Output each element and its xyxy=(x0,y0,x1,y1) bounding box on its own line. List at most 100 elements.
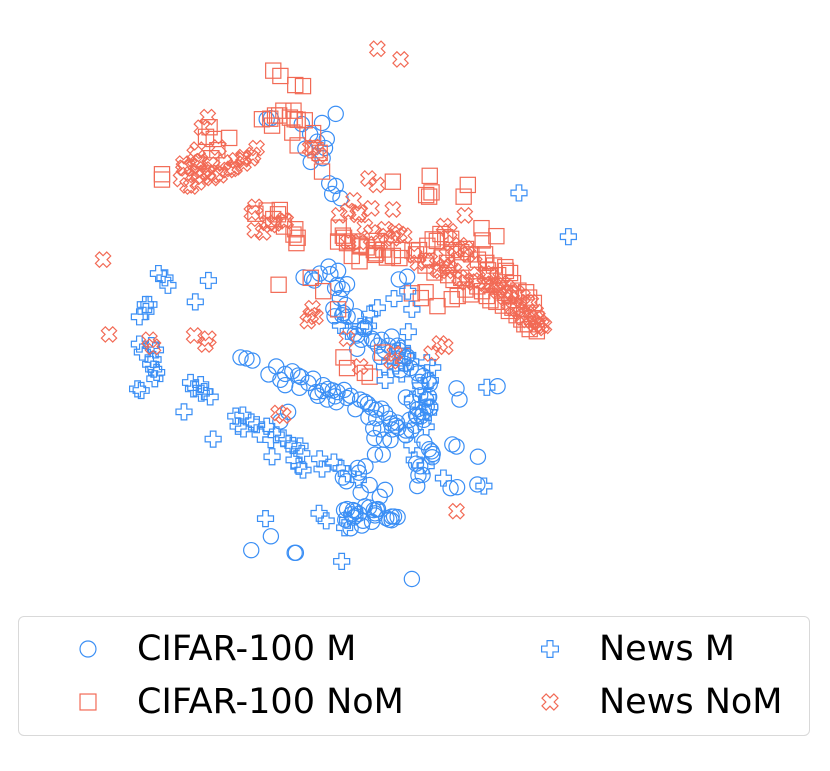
cifar-m-point xyxy=(338,389,356,407)
news-nom-point xyxy=(262,216,280,234)
news-nom-point xyxy=(392,50,410,68)
news-nom-point xyxy=(526,315,544,333)
circle-legend-marker xyxy=(79,640,97,658)
cifar-m-point xyxy=(376,404,394,422)
news-nom-point xyxy=(436,338,454,356)
news-nom-point xyxy=(339,233,357,251)
cifar-m-point xyxy=(327,105,344,123)
news-nom-point xyxy=(310,146,328,164)
cifar-m-point xyxy=(334,469,352,486)
cifar-m-point xyxy=(232,349,249,366)
news-nom-point xyxy=(351,357,369,375)
news-m-point xyxy=(310,504,328,522)
cifar-m-point xyxy=(286,544,303,562)
news-nom-point xyxy=(359,170,377,187)
news-nom-point xyxy=(378,227,396,245)
news-m-point xyxy=(385,290,403,308)
cifar-nom-point xyxy=(329,233,347,250)
cifar-nom-point xyxy=(294,77,312,95)
news-m-point xyxy=(130,335,148,353)
news-nom-point xyxy=(448,502,465,520)
news-nom-point xyxy=(305,138,323,156)
news-m-point xyxy=(412,377,430,395)
cifar-m-point xyxy=(365,333,383,350)
news-nom-point xyxy=(417,252,435,270)
news-nom-point xyxy=(436,257,454,275)
news-m-point xyxy=(290,457,308,475)
cifar-m-point-group xyxy=(232,105,506,588)
x-legend-marker xyxy=(541,693,559,711)
cifar-m-point xyxy=(448,478,466,496)
news-m-point xyxy=(403,390,422,408)
news-nom-point xyxy=(395,227,413,245)
news-m-point xyxy=(256,510,275,528)
news-m-point xyxy=(313,460,331,478)
cifar-m-point xyxy=(243,541,260,559)
news-nom-point xyxy=(493,274,511,292)
cifar-m-point xyxy=(451,391,468,408)
cifar-m-point xyxy=(373,400,390,417)
cifar-nom-point xyxy=(497,262,515,280)
cifar-nom-point xyxy=(287,221,304,238)
news-nom-point xyxy=(339,202,357,220)
news-m-point xyxy=(291,437,309,455)
news-nom-point xyxy=(338,330,356,348)
legend-item-news-m: News M xyxy=(527,624,735,674)
news-m-point xyxy=(145,360,163,378)
news-m-point xyxy=(403,436,421,454)
cifar-m-point xyxy=(353,331,370,348)
cifar-m-point xyxy=(357,458,374,475)
news-m-point xyxy=(130,308,148,326)
news-nom-point xyxy=(179,176,197,194)
news-nom-point xyxy=(362,223,380,241)
news-m-point xyxy=(227,407,245,425)
news-nom-point xyxy=(246,198,264,216)
cifar-m-point xyxy=(316,139,334,157)
news-m-point xyxy=(274,429,292,447)
news-nom-point xyxy=(496,288,514,306)
legend-label-cifar-m: CIFAR-100 M xyxy=(137,629,357,669)
legend-item-cifar-m: CIFAR-100 M xyxy=(65,624,356,674)
cifar-m-point xyxy=(409,477,426,495)
news-m-point xyxy=(417,418,435,436)
cifar-nom-point xyxy=(449,287,466,305)
cifar-m-point xyxy=(406,417,424,434)
cifar-m-point xyxy=(328,394,345,411)
news-nom-point xyxy=(304,299,322,317)
cifar-nom-point xyxy=(351,253,368,270)
cifar-nom-point xyxy=(437,229,454,246)
news-m-point xyxy=(359,317,378,335)
news-nom-point xyxy=(405,246,423,264)
news-nom-point xyxy=(223,160,241,178)
cifar-m-point xyxy=(342,520,359,537)
news-nom-point xyxy=(446,240,464,258)
news-m-point xyxy=(192,376,210,394)
cifar-nom-point xyxy=(313,163,331,180)
cifar-nom-point xyxy=(429,297,446,315)
cifar-nom-point xyxy=(455,188,472,205)
cifar-m-point xyxy=(414,466,431,484)
news-nom-point xyxy=(371,234,389,252)
cifar-m-point xyxy=(371,488,388,505)
cifar-m-point xyxy=(381,511,398,528)
news-m-point xyxy=(263,448,281,466)
cifar-m-point xyxy=(329,276,346,293)
news-nom-point xyxy=(451,236,469,254)
news-nom-point xyxy=(508,284,526,302)
news-nom-point xyxy=(246,221,264,239)
news-nom-point xyxy=(349,206,367,224)
news-m-point xyxy=(247,416,266,434)
news-m-point xyxy=(136,295,154,314)
cifar-nom-point xyxy=(270,276,287,293)
cifar-nom-point xyxy=(412,289,430,307)
cifar-m-point xyxy=(348,340,366,358)
news-nom-point xyxy=(144,338,162,356)
news-nom-point xyxy=(519,311,537,329)
cifar-m-point xyxy=(347,400,364,418)
news-m-point xyxy=(156,269,174,287)
news-nom-point xyxy=(302,306,320,324)
news-nom-point xyxy=(514,308,532,326)
news-nom-point xyxy=(441,260,459,278)
cifar-nom-point xyxy=(421,167,438,185)
news-nom-point xyxy=(458,274,476,292)
